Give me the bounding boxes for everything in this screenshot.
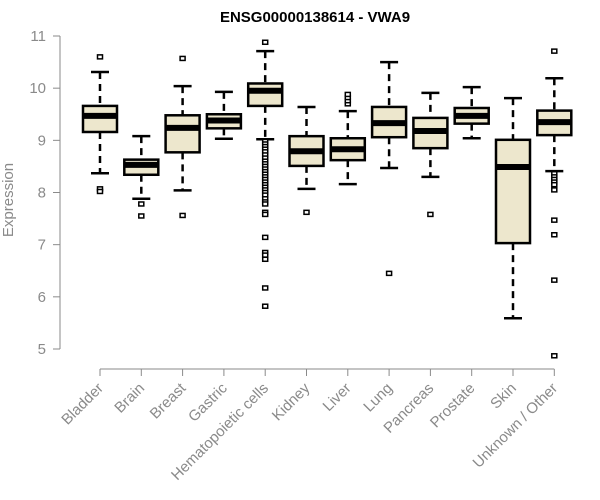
outlier-point — [385, 270, 393, 277]
outlier-point — [551, 232, 558, 238]
outlier-point — [261, 211, 269, 218]
x-tick-label: Prostate — [427, 380, 479, 432]
box-breast — [164, 55, 201, 219]
x-tick-label: Skin — [487, 380, 520, 413]
y-tick-label: 8 — [38, 185, 46, 202]
outlier-point — [261, 285, 269, 291]
outlier-point — [96, 188, 104, 195]
box-gastric — [205, 90, 243, 141]
outlier-point — [138, 213, 145, 219]
y-tick-label: 6 — [38, 289, 46, 306]
y-tick-label: 10 — [29, 80, 46, 97]
x-tick-label: Liver — [320, 380, 355, 415]
box-kidney — [288, 105, 325, 216]
outlier-point — [344, 91, 352, 98]
box-liver — [329, 91, 367, 186]
outlier-point — [261, 303, 269, 309]
outlier-point — [261, 234, 269, 241]
x-tick-label: Lung — [360, 380, 396, 416]
y-tick-label: 5 — [38, 341, 46, 358]
chart-title: ENSG00000138614 - VWA9 — [220, 9, 410, 26]
x-tick-label: Kidney — [269, 379, 314, 424]
y-axis-title: Expression — [0, 163, 17, 237]
x-tick-label: Breast — [147, 379, 190, 422]
box-hematopoietic-cells — [246, 39, 284, 309]
y-axis: 5 6 7 8 9 10 11 — [29, 28, 61, 358]
box-iqr — [81, 104, 119, 134]
outlier-point — [551, 181, 558, 188]
box-brain — [123, 134, 160, 219]
box-prostate — [453, 85, 490, 140]
outlier-point — [551, 353, 558, 359]
box-bladder — [81, 54, 119, 195]
outlier-point — [551, 187, 558, 193]
outlier-point — [138, 201, 145, 207]
outlier-point — [551, 277, 558, 283]
box-iqr — [246, 82, 284, 108]
outlier-point — [261, 252, 269, 258]
x-tick-label: Bladder — [58, 380, 107, 429]
y-tick-label: 11 — [30, 28, 46, 45]
outlier-point — [261, 39, 269, 46]
outlier-point — [179, 212, 186, 219]
box-iqr — [494, 138, 532, 245]
y-tick-label: 9 — [38, 132, 46, 149]
outlier-point — [427, 211, 434, 218]
box-pancreas — [412, 91, 449, 218]
outlier-point — [551, 217, 558, 223]
outlier-point — [551, 48, 558, 54]
y-tick-label: 7 — [38, 237, 46, 254]
outlier-point — [179, 55, 186, 62]
box-lung — [370, 60, 408, 277]
boxes — [81, 39, 573, 359]
x-tick-label: Brain — [111, 380, 148, 417]
box-iqr — [164, 114, 201, 154]
outlier-point — [261, 201, 269, 207]
outlier-point — [96, 54, 104, 60]
outlier-point — [303, 209, 310, 216]
box-unknown-other — [536, 48, 573, 359]
outlier-point — [261, 256, 269, 263]
box-skin — [494, 96, 532, 320]
